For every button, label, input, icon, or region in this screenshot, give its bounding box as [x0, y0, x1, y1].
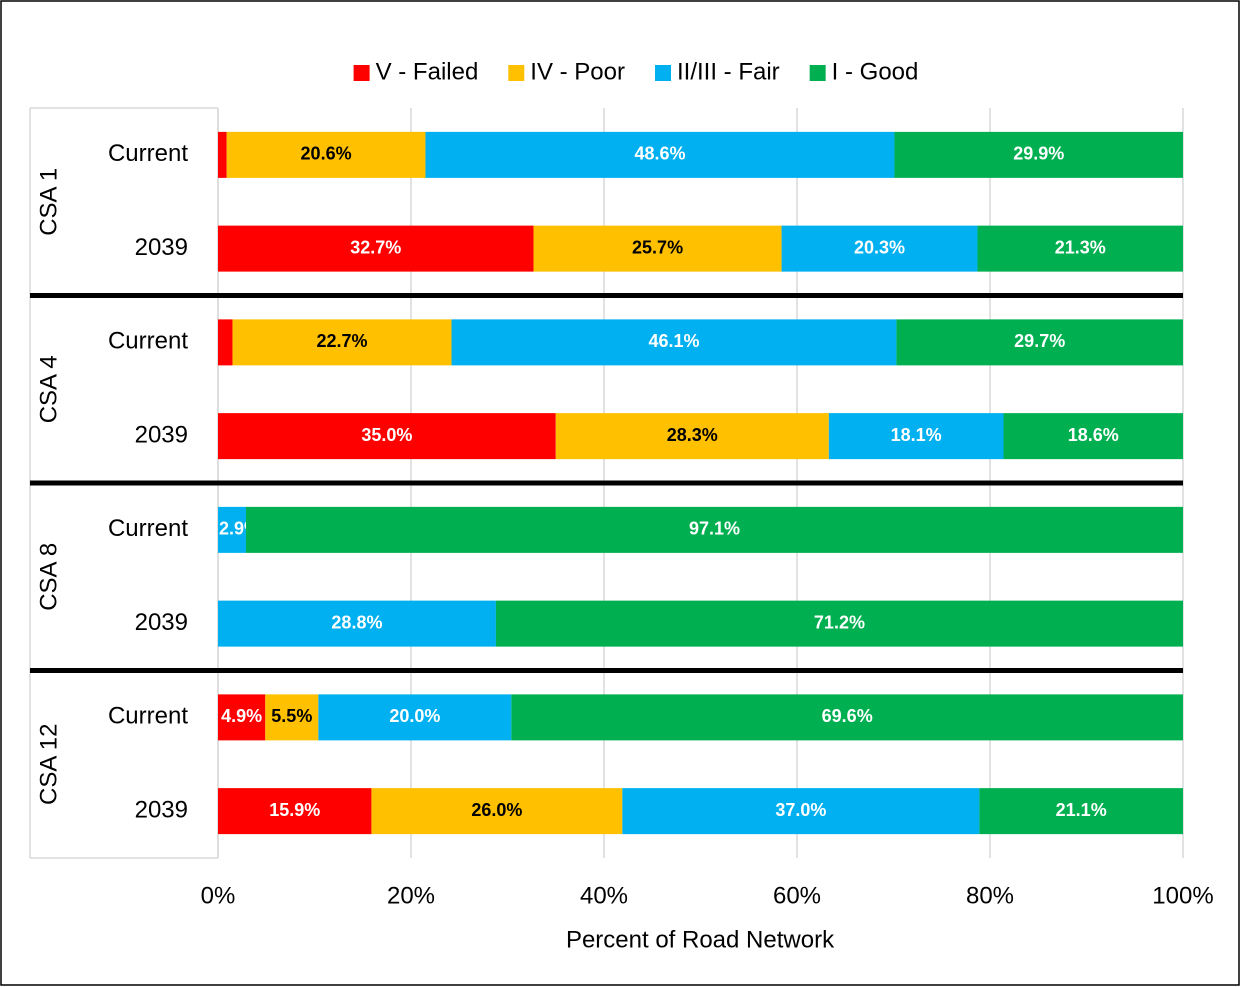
value-label: 15.9%	[269, 800, 320, 820]
legend-label: IV - Poor	[530, 58, 625, 85]
bar-segment	[1003, 413, 1183, 460]
value-label: 18.1%	[891, 425, 942, 445]
bar-segment	[896, 319, 1183, 366]
bar-segment	[218, 788, 372, 835]
bar-segment	[218, 413, 556, 460]
value-label: 21.1%	[1056, 800, 1107, 820]
x-tick-label: 80%	[966, 882, 1014, 909]
value-label: 28.8%	[331, 612, 382, 632]
bar-segment	[495, 600, 1183, 647]
value-label: 71.2%	[814, 612, 865, 632]
value-label: 26.0%	[471, 800, 522, 820]
value-label: 32.7%	[350, 237, 401, 257]
bar-segment	[828, 413, 1004, 460]
x-tick-label: 20%	[387, 882, 435, 909]
x-tick-label: 40%	[580, 882, 628, 909]
x-tick-label: 0%	[201, 882, 236, 909]
value-label: 48.6%	[634, 144, 685, 164]
y-tick-label: 2039	[135, 421, 188, 448]
value-label: 18.6%	[1068, 425, 1119, 445]
bar-segment	[781, 225, 978, 272]
legend-swatch	[353, 65, 370, 81]
y-tick-label: Current	[108, 515, 188, 542]
bar-segment	[977, 225, 1183, 272]
y-tick-label: Current	[108, 140, 188, 167]
group-label: CSA 8	[35, 543, 62, 611]
y-tick-label: Current	[108, 703, 188, 730]
value-label: 46.1%	[648, 331, 699, 351]
value-label: 20.6%	[301, 144, 352, 164]
value-label: 5.5%	[271, 706, 312, 726]
y-tick-label: 2039	[135, 796, 188, 823]
x-tick-label: 100%	[1152, 882, 1213, 909]
legend-label: II/III - Fair	[677, 58, 780, 85]
bar-segment	[622, 788, 980, 835]
bar-segment	[245, 506, 1184, 553]
bar-segment	[451, 319, 897, 366]
value-label: 21.3%	[1055, 237, 1106, 257]
bar-segment	[218, 225, 534, 272]
bar-segment	[218, 506, 246, 553]
bar-segment	[555, 413, 829, 460]
bar-segment	[218, 131, 227, 178]
x-axis-title: Percent of Road Network	[566, 926, 835, 953]
bar-segment	[232, 319, 452, 366]
group-label: CSA 12	[35, 724, 62, 805]
value-label: 20.0%	[389, 706, 440, 726]
legend-swatch	[809, 65, 826, 81]
legend-swatch	[655, 65, 672, 81]
value-label: 22.7%	[316, 331, 367, 351]
bar-segment	[318, 694, 512, 741]
value-label: 35.0%	[361, 425, 412, 445]
y-tick-label: Current	[108, 328, 188, 355]
value-label: 28.3%	[667, 425, 718, 445]
value-label: 20.3%	[854, 237, 905, 257]
bar-segment	[265, 694, 319, 741]
legend-label: V - Failed	[376, 58, 479, 85]
y-tick-label: 2039	[135, 234, 188, 261]
bar-segment	[979, 788, 1183, 835]
bar-segment	[425, 131, 895, 178]
bar-segment	[218, 319, 233, 366]
value-label: 97.1%	[689, 519, 740, 539]
legend-label: I - Good	[832, 58, 919, 85]
value-label: 29.9%	[1013, 144, 1064, 164]
bar-segment	[218, 600, 496, 647]
x-tick-label: 60%	[773, 882, 821, 909]
bar-segment	[371, 788, 623, 835]
legend-swatch	[508, 65, 525, 81]
value-label: 69.6%	[822, 706, 873, 726]
group-label: CSA 4	[35, 355, 62, 423]
value-label: 37.0%	[775, 800, 826, 820]
bar-segment	[894, 131, 1183, 178]
value-label: 4.9%	[221, 706, 262, 726]
y-tick-label: 2039	[135, 609, 188, 636]
bar-segment	[218, 694, 266, 741]
bar-segment	[533, 225, 782, 272]
value-label: 25.7%	[632, 237, 683, 257]
value-label: 29.7%	[1014, 331, 1065, 351]
bar-segment	[226, 131, 426, 178]
bar-segment	[511, 694, 1183, 741]
group-label: CSA 1	[35, 168, 62, 236]
